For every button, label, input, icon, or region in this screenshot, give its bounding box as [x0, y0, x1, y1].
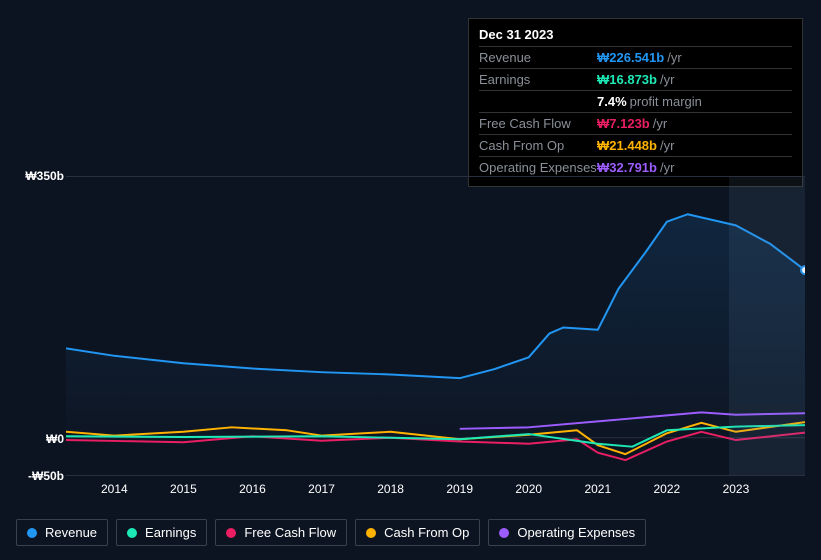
x-axis-label: 2015	[170, 482, 197, 496]
legend-item-earnings[interactable]: Earnings	[116, 519, 207, 546]
y-axis-label: ₩0	[16, 432, 64, 446]
tooltip-row: Revenue₩226.541b/yr	[479, 46, 792, 68]
tooltip-row-value: ₩226.541b/yr	[597, 50, 682, 65]
x-axis-label: 2018	[377, 482, 404, 496]
chart-area: ₩350b ₩0 -₩50b 2014 2015 2016 2017 2018 2019 202…	[16, 160, 805, 500]
tooltip-row: 7.4%profit margin	[479, 90, 792, 112]
x-axis-label: 2019	[446, 482, 473, 496]
tooltip-row-value: ₩7.123b/yr	[597, 116, 667, 131]
legend-item-fcf[interactable]: Free Cash Flow	[215, 519, 347, 546]
legend-item-opex[interactable]: Operating Expenses	[488, 519, 646, 546]
legend-dot	[226, 528, 236, 538]
chart-legend: Revenue Earnings Free Cash Flow Cash From O…	[16, 519, 646, 546]
legend-label: Free Cash Flow	[244, 525, 336, 540]
x-axis-label: 2017	[308, 482, 335, 496]
x-axis-label: 2022	[654, 482, 681, 496]
x-axis-label: 2016	[239, 482, 266, 496]
tooltip-row-label: Earnings	[479, 72, 597, 87]
legend-dot	[127, 528, 137, 538]
legend-label: Earnings	[145, 525, 196, 540]
highlight-band	[729, 177, 805, 475]
y-axis-label: -₩50b	[16, 469, 64, 483]
x-axis-label: 2020	[515, 482, 542, 496]
legend-dot	[27, 528, 37, 538]
tooltip-row-value: ₩16.873b/yr	[597, 72, 674, 87]
legend-label: Revenue	[45, 525, 97, 540]
tooltip-row-label: Free Cash Flow	[479, 116, 597, 131]
tooltip-row-label	[479, 94, 597, 109]
tooltip-row: Earnings₩16.873b/yr	[479, 68, 792, 90]
tooltip-row-label: Cash From Op	[479, 138, 597, 153]
legend-dot	[366, 528, 376, 538]
x-axis-label: 2021	[584, 482, 611, 496]
tooltip-row: Free Cash Flow₩7.123b/yr	[479, 112, 792, 134]
tooltip-row: Cash From Op₩21.448b/yr	[479, 134, 792, 156]
tooltip-row-value: ₩21.448b/yr	[597, 138, 674, 153]
x-axis-label: 2014	[101, 482, 128, 496]
legend-label: Operating Expenses	[517, 525, 635, 540]
y-axis-label: ₩350b	[16, 169, 64, 183]
x-axis-label: 2023	[723, 482, 750, 496]
legend-item-revenue[interactable]: Revenue	[16, 519, 108, 546]
legend-dot	[499, 528, 509, 538]
tooltip-title: Dec 31 2023	[479, 27, 792, 46]
legend-label: Cash From Op	[384, 525, 469, 540]
tooltip-row-label: Revenue	[479, 50, 597, 65]
tooltip-row-value: 7.4%profit margin	[597, 94, 702, 109]
chart-plot[interactable]	[66, 176, 805, 476]
legend-item-cfo[interactable]: Cash From Op	[355, 519, 480, 546]
